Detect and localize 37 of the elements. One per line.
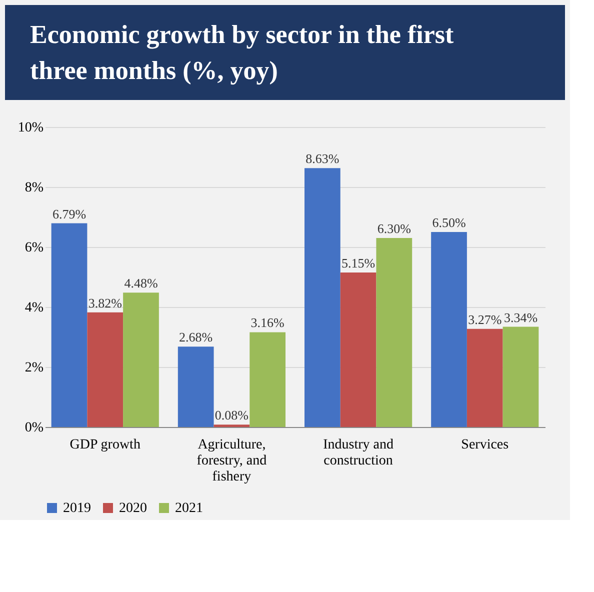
bar [178, 346, 214, 427]
bar [376, 238, 412, 427]
data-label: 2.68% [179, 330, 213, 345]
y-tick-label: 6% [24, 240, 44, 256]
data-label: 8.63% [306, 151, 340, 166]
bar [51, 223, 88, 427]
bar [250, 332, 286, 427]
data-label: 4.48% [124, 276, 158, 291]
x-tick-label: Industry and construction [323, 438, 394, 468]
y-tick-label: 4% [24, 300, 44, 316]
data-label: 6.50% [432, 215, 466, 230]
bar [340, 272, 376, 427]
y-tick-label: 2% [24, 360, 44, 376]
bar [123, 292, 159, 427]
x-tick-label: GDP growth [70, 438, 140, 452]
x-tick-label: Services [461, 438, 509, 452]
x-tick-label: Agriculture, forestry, and fishery [196, 438, 267, 484]
chart-title: Economic growth by sector in the first three months (%, yoy) [30, 20, 454, 85]
data-label: 3.34% [504, 310, 538, 325]
data-label: 3.27% [468, 312, 502, 327]
y-tick-label: 0% [24, 420, 44, 436]
data-label: 0.08% [214, 408, 249, 423]
data-label: 3.82% [88, 295, 122, 310]
bar [466, 328, 503, 427]
data-label: 6.30% [377, 221, 412, 236]
bar [431, 232, 467, 427]
bar [304, 168, 340, 427]
data-label: 3.16% [250, 315, 285, 330]
data-label: 6.79% [52, 206, 86, 222]
y-tick-label: 10% [18, 120, 44, 136]
legend-label: 2019 [63, 501, 91, 516]
data-label: 5.15% [341, 256, 376, 270]
bar [502, 326, 539, 427]
y-tick-label: 8% [24, 180, 44, 196]
bar [87, 312, 124, 427]
legend-label: 2021 [175, 501, 203, 516]
legend-label: 2020 [119, 501, 147, 516]
